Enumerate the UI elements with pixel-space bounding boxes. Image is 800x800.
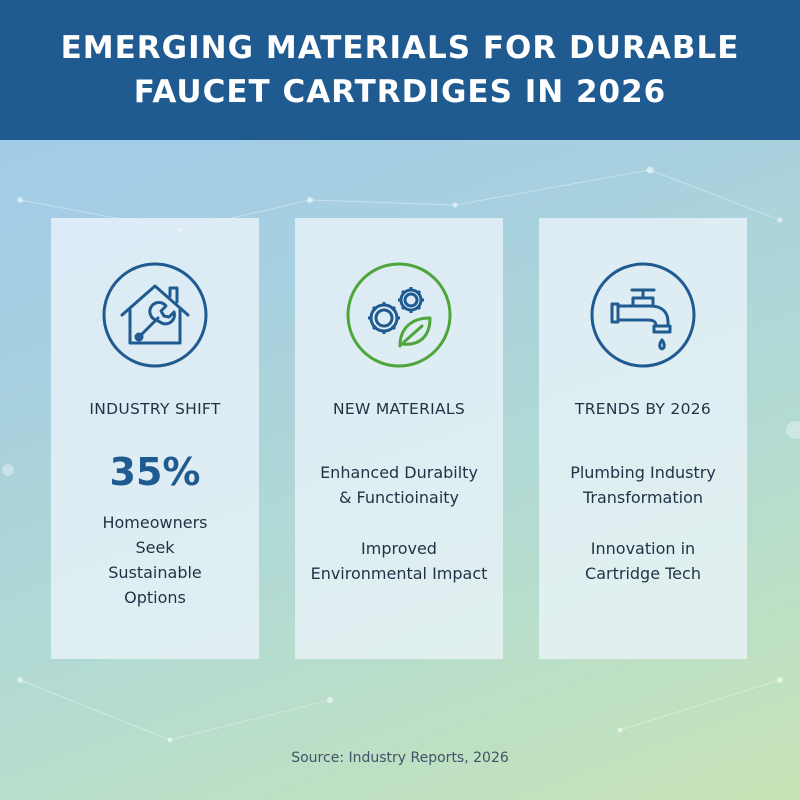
- page-title-line-2: FAUCET CARTRDIGES IN 2026: [133, 74, 667, 110]
- page-title-line-1: EMERGING MATERIALS FOR DURABLE: [60, 30, 740, 66]
- stat-description-line: Options: [124, 588, 186, 607]
- house-wrench-icon: [100, 260, 210, 370]
- paragraph-durability: Enhanced Durabilty & Functioinaity: [301, 460, 497, 510]
- header-banner: EMERGING MATERIALS FOR DURABLE FAUCET CA…: [0, 0, 800, 140]
- paragraph-innovation: Innovation in Cartridge Tech: [545, 536, 741, 586]
- card-title: NEW MATERIALS: [333, 400, 465, 418]
- stat-description-line: Homeowners: [102, 513, 208, 532]
- source-citation: Source: Industry Reports, 2026: [291, 750, 509, 766]
- paragraph-line: Innovation in: [590, 539, 696, 558]
- card-title: INDUSTRY SHIFT: [89, 400, 221, 418]
- paragraph-line: Plumbing Industry: [570, 463, 716, 482]
- paragraph-line: Improved: [361, 539, 437, 558]
- card-title: TRENDS BY 2026: [574, 400, 712, 418]
- paragraph-line: Environmental Impact: [310, 564, 488, 583]
- faucet-icon: [588, 260, 698, 370]
- card-new-materials: NEW MATERIALS Enhanced Durabilty & Funct…: [295, 218, 503, 659]
- paragraph-transformation: Plumbing Industry Transformation: [545, 460, 741, 510]
- paragraph-line: & Functioinaity: [338, 488, 460, 507]
- card-trends: TRENDS BY 2026 Plumbing Industry Transfo…: [539, 218, 747, 659]
- stat-description: Homeowners Seek Sustainable Options: [71, 510, 239, 610]
- stat-value: 35%: [109, 450, 201, 494]
- card-industry-shift: INDUSTRY SHIFT 35% Homeowners Seek Susta…: [51, 218, 259, 659]
- paragraph-environment: Improved Environmental Impact: [301, 536, 497, 586]
- gears-leaf-icon: [344, 260, 454, 370]
- paragraph-line: Enhanced Durabilty: [320, 463, 478, 482]
- paragraph-line: Transformation: [582, 488, 704, 507]
- paragraph-line: Cartridge Tech: [585, 564, 701, 583]
- stat-description-line: Sustainable: [108, 563, 202, 582]
- stat-description-line: Seek: [135, 538, 175, 557]
